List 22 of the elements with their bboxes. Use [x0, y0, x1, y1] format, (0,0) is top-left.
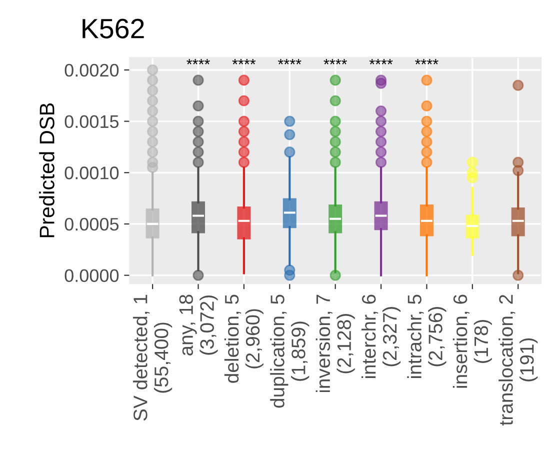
x-tick-label: deletion, 5 (2,960) — [224, 294, 264, 383]
y-tick-label: 0.0020 — [64, 64, 119, 77]
y-tick-label: 0.0005 — [64, 218, 119, 231]
x-tick-label: SV detected, 1 (55,400) — [133, 294, 172, 421]
x-tick-label: inversion, 7 (2,128) — [316, 294, 355, 392]
x-tick-label: insertion, 6 (178) — [452, 294, 492, 388]
y-axis-title: Predicted DSB — [39, 103, 54, 238]
x-tick-label: duplication, 5 (1,859) — [270, 294, 310, 408]
chart-title: K562 — [82, 18, 144, 38]
annotation: **** — [278, 58, 302, 64]
x-tick-label: interchr, 6 (2,327) — [362, 294, 401, 378]
x-tick-label: translocation, 2 (191) — [498, 294, 538, 426]
x-tick-label: intrachr, 5 (2,756) — [407, 294, 446, 378]
annotation: **** — [369, 58, 393, 64]
annotation: **** — [186, 58, 210, 64]
annotation: **** — [324, 58, 347, 64]
y-tick-label: 0.0000 — [64, 269, 119, 282]
y-tick-label: 0.0015 — [64, 115, 119, 128]
x-tick-label: any, 18 (3,072) — [179, 294, 218, 356]
annotation: **** — [415, 58, 438, 64]
annotation: **** — [232, 58, 256, 64]
y-tick-label: 0.0010 — [64, 166, 119, 180]
